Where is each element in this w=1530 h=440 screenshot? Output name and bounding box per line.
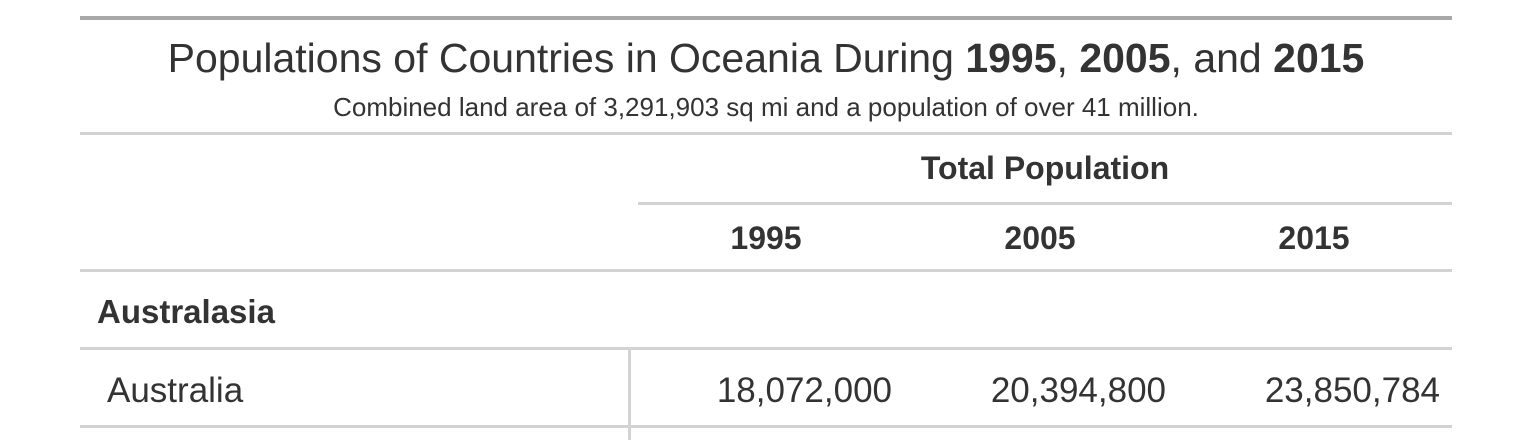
- column-header-2015: 2015: [1278, 220, 1350, 256]
- title-text: Populations of Countries in Oceania Duri…: [167, 35, 966, 81]
- title-separator: , and: [1170, 35, 1274, 81]
- column-spanner-label: Total Population: [920, 150, 1170, 186]
- title-year-2005: 2005: [1079, 35, 1171, 81]
- column-header-2005: 2005: [1004, 220, 1076, 256]
- title-separator: ,: [1056, 35, 1080, 81]
- header-divider: [80, 132, 1452, 135]
- row-group-bottom-border: [80, 347, 1452, 350]
- row-label-country: Australia: [107, 371, 244, 410]
- title-year-2015: 2015: [1273, 35, 1365, 81]
- table-row-bottom-border: [80, 425, 1452, 428]
- population-table: Populations of Countries in Oceania Duri…: [80, 16, 1452, 440]
- row-group-label: Australasia: [97, 293, 275, 330]
- table-title: Populations of Countries in Oceania Duri…: [80, 36, 1452, 80]
- table-top-border: [80, 16, 1452, 20]
- table-cell-2005: 20,394,800: [990, 371, 1166, 410]
- column-header-1995: 1995: [730, 220, 802, 256]
- title-year-1995: 1995: [965, 35, 1057, 81]
- stub-column-divider: [628, 350, 631, 440]
- spanner-underline: [638, 202, 1452, 205]
- table-cell-2015: 23,850,784: [1264, 371, 1440, 410]
- table-cell-1995: 18,072,000: [716, 371, 892, 410]
- table-subtitle: Combined land area of 3,291,903 sq mi an…: [333, 92, 1199, 122]
- column-header-bottom-border: [80, 269, 1452, 272]
